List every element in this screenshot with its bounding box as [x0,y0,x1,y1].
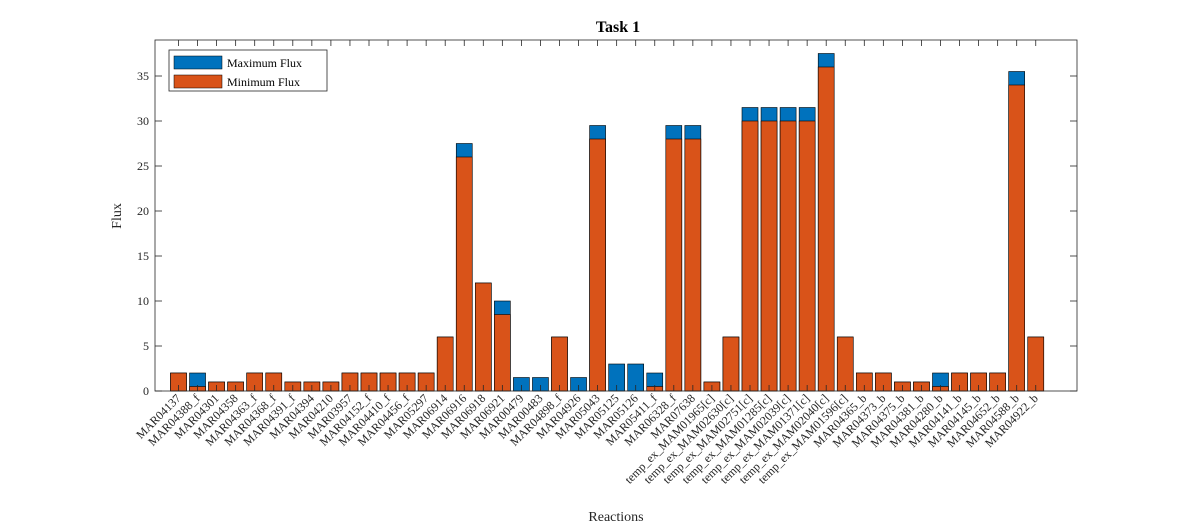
min-flux-bar-26 [665,138,683,392]
min-flux-bar-44 [1008,84,1026,392]
min-flux-bar-15 [455,156,473,392]
legend: Maximum Flux Minimum Flux [168,49,328,92]
y-tick-label: 5 [143,339,149,353]
min-flux-bar-35 [836,336,854,392]
legend-label-min: Minimum Flux [227,75,300,89]
min-flux-bar-16 [474,282,492,392]
min-flux-bar-30 [741,120,759,392]
y-tick-label: 0 [143,384,149,398]
min-flux-bar-14 [436,336,454,392]
x-axis-label: Reactions [588,510,643,525]
x-axis: MAR04137MAR04388_fMAR04301MAR04358MAR043… [133,40,1041,486]
y-tick-label: 30 [137,114,149,128]
chart-title: Task 1 [596,19,640,36]
y-tick-label: 20 [137,204,149,218]
y-tick-label: 10 [137,294,149,308]
min-flux-bar-20 [551,336,568,392]
min-flux-bar-45 [1027,336,1045,392]
min-flux-bar-34 [817,66,835,392]
min-flux-bar-27 [684,138,702,392]
legend-swatch-max [173,55,223,70]
legend-label-max: Maximum Flux [227,56,302,70]
min-flux-bar-32 [779,120,797,392]
plot-area-frame [154,39,1078,392]
y-tick-label: 35 [137,69,149,83]
series-max-bars [170,53,1045,392]
y-tick-label: 25 [137,159,149,173]
min-flux-bar-17 [494,314,511,392]
legend-swatch-min [173,74,223,89]
min-flux-bar-31 [760,120,778,392]
y-axis: 0 5 10 15 20 25 30 35 [137,69,1077,398]
y-axis-label: Flux [110,203,125,229]
min-flux-bar-33 [798,120,816,392]
y-tick-label: 15 [137,249,149,263]
series-min-bars [170,66,1045,392]
min-flux-bar-22 [589,138,606,392]
min-flux-bar-29 [722,336,740,392]
